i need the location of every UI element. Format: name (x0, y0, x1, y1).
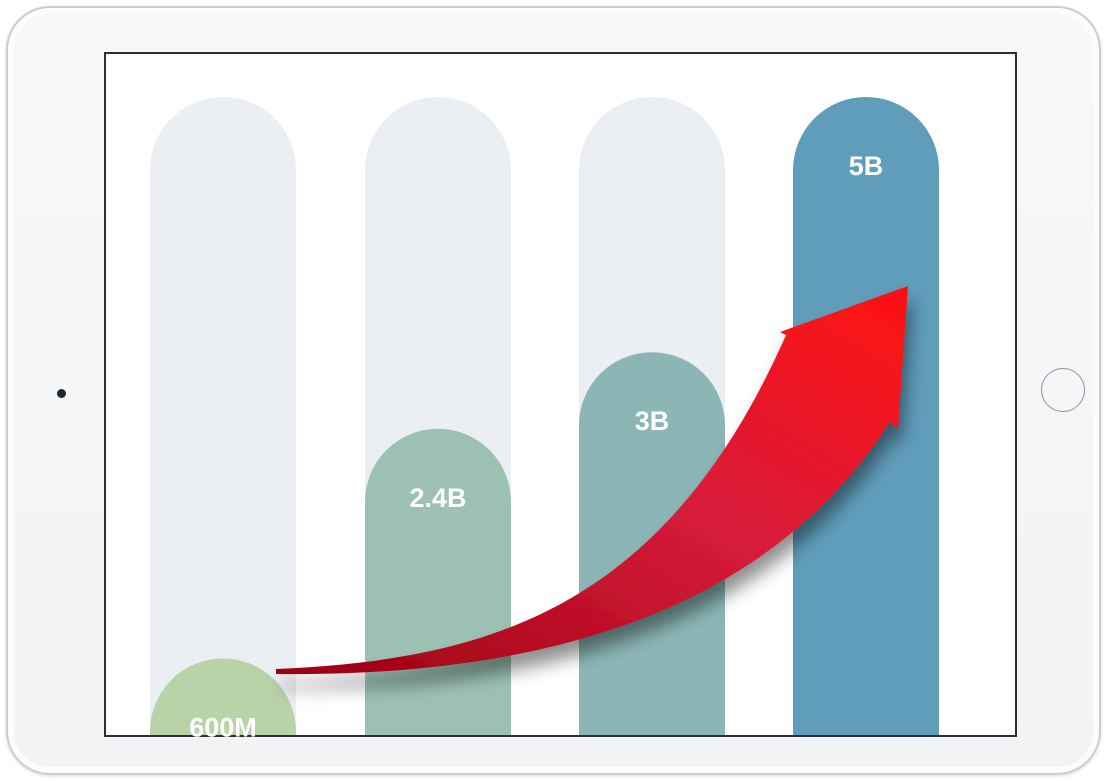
bar-data-label: 5B (849, 151, 884, 181)
camera-dot (57, 389, 66, 398)
bar-track (150, 97, 296, 735)
bar-data-label: 600M (189, 712, 257, 737)
bar (365, 428, 511, 735)
bar-labels: 600M 2.4B 3B 5B (189, 151, 883, 737)
trend-arrow (276, 286, 908, 675)
bar-data-label: 3B (635, 406, 670, 436)
bar-chart: 600M 2.4B 3B 5B (150, 97, 939, 737)
bar (150, 658, 296, 735)
home-button[interactable] (1041, 368, 1085, 412)
bar-data-label: 2.4B (409, 483, 466, 513)
